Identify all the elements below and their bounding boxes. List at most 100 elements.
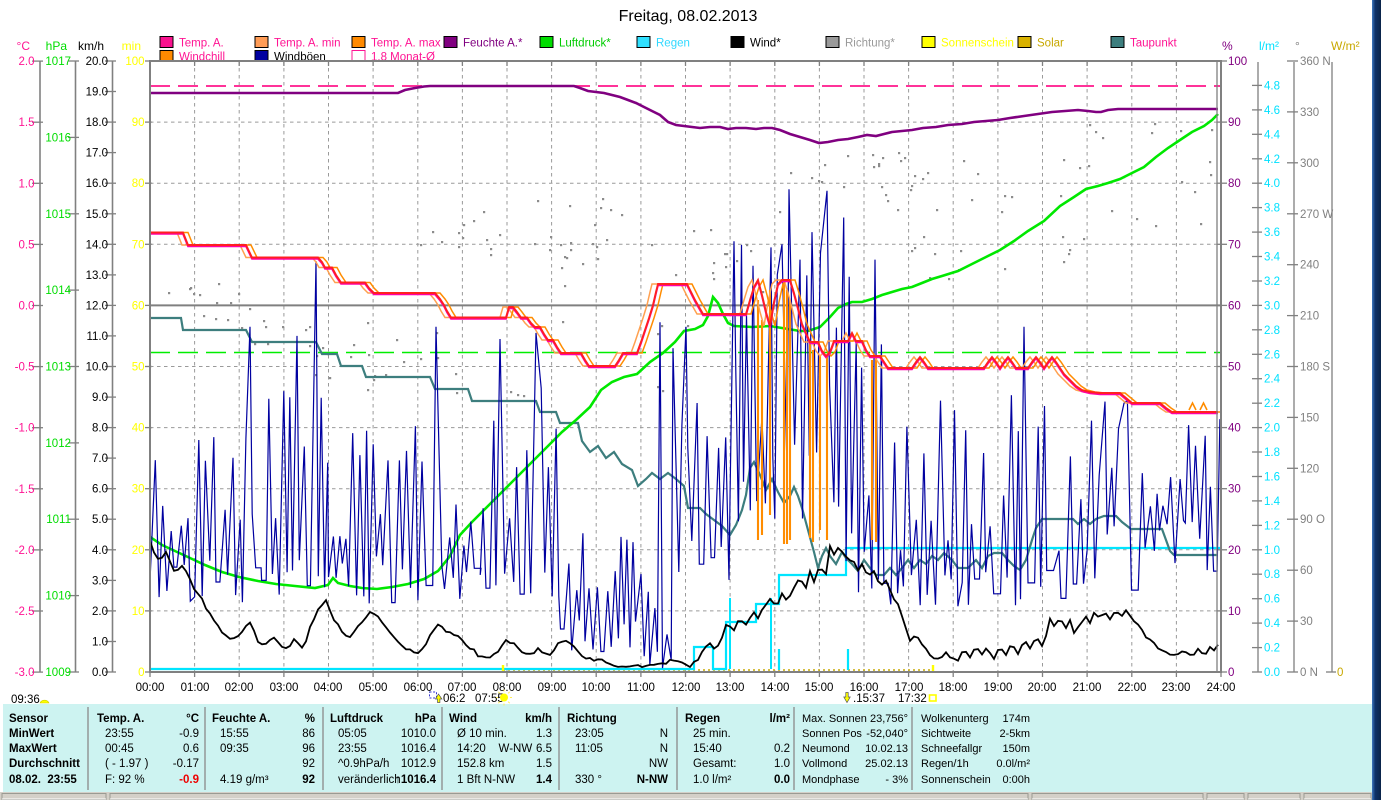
svg-text:20: 20 — [132, 545, 145, 557]
svg-text:0.5: 0.5 — [19, 239, 35, 251]
svg-text:40: 40 — [132, 423, 145, 435]
svg-text:05:05: 05:05 — [338, 728, 367, 740]
svg-text:Wolkenunterg: Wolkenunterg — [921, 713, 989, 725]
svg-text:50: 50 — [1228, 362, 1241, 374]
svg-text:Sonnenschein: Sonnenschein — [941, 38, 1014, 50]
svg-text:l/m²: l/m² — [1259, 39, 1279, 53]
svg-text:1.4: 1.4 — [1264, 496, 1281, 508]
svg-text:90 O: 90 O — [1300, 514, 1325, 526]
svg-text:Schneefallgr: Schneefallgr — [921, 743, 982, 755]
svg-text:1016.4: 1016.4 — [401, 743, 437, 755]
svg-text:1.0: 1.0 — [19, 178, 35, 190]
svg-text:4.6: 4.6 — [1264, 105, 1280, 117]
svg-text:3.2: 3.2 — [1264, 276, 1280, 288]
svg-text:150m: 150m — [1002, 743, 1030, 755]
svg-text:92: 92 — [302, 774, 315, 786]
svg-text:0.0: 0.0 — [92, 667, 108, 679]
svg-text:4.19 g/m³: 4.19 g/m³ — [220, 774, 269, 786]
svg-text:N: N — [660, 743, 668, 755]
svg-text:0:00h: 0:00h — [1002, 774, 1030, 786]
svg-text:km/h: km/h — [78, 39, 104, 53]
svg-text:09:00: 09:00 — [538, 682, 567, 694]
svg-text:13.0: 13.0 — [86, 270, 108, 282]
svg-text:Neumond: Neumond — [802, 743, 850, 755]
svg-text:1.2: 1.2 — [1264, 520, 1280, 532]
svg-text:96: 96 — [302, 743, 315, 755]
svg-text:22:00: 22:00 — [1118, 682, 1147, 694]
svg-text:0.4: 0.4 — [1264, 618, 1281, 630]
svg-text:- 3%: - 3% — [885, 774, 908, 786]
svg-text:8.0: 8.0 — [92, 423, 108, 435]
svg-text:04:00: 04:00 — [314, 682, 343, 694]
svg-text:80: 80 — [1228, 178, 1241, 190]
svg-text:14.0: 14.0 — [86, 239, 108, 251]
svg-text:3.0: 3.0 — [92, 575, 108, 587]
svg-text:50: 50 — [132, 362, 145, 374]
svg-text:Sichtweite: Sichtweite — [921, 728, 971, 740]
svg-text:Richtung*: Richtung* — [845, 38, 895, 50]
svg-text:1 Bft N-NW: 1 Bft N-NW — [457, 774, 515, 786]
svg-text:210: 210 — [1300, 311, 1319, 323]
svg-text:0: 0 — [1337, 667, 1343, 679]
svg-text:12:00: 12:00 — [672, 682, 701, 694]
svg-text:23:05: 23:05 — [575, 728, 604, 740]
svg-text:23,756°: 23,756° — [870, 713, 908, 725]
svg-text:60: 60 — [1228, 300, 1241, 312]
svg-text:Temp. A. max: Temp. A. max — [371, 38, 441, 50]
svg-text:03:00: 03:00 — [270, 682, 299, 694]
svg-text:^0.9hPa/h: ^0.9hPa/h — [338, 758, 389, 770]
svg-text:15:00: 15:00 — [805, 682, 834, 694]
svg-text:10:00: 10:00 — [582, 682, 611, 694]
svg-text:Temp. A. min: Temp. A. min — [274, 38, 340, 50]
svg-text:-0.9: -0.9 — [179, 728, 199, 740]
svg-text:15:40: 15:40 — [693, 743, 722, 755]
svg-text:13:00: 13:00 — [716, 682, 745, 694]
svg-text:2.6: 2.6 — [1264, 349, 1280, 361]
svg-text:Solar: Solar — [1037, 38, 1064, 50]
svg-text:hPa: hPa — [46, 39, 68, 53]
svg-text:15.0: 15.0 — [86, 209, 108, 221]
svg-text:veränderlich: veränderlich — [338, 774, 401, 786]
svg-text:92: 92 — [302, 758, 315, 770]
svg-text:70: 70 — [132, 239, 145, 251]
svg-text:Regen/1h: Regen/1h — [921, 758, 969, 770]
svg-text:4.4: 4.4 — [1264, 129, 1281, 141]
svg-text:2.4: 2.4 — [1264, 374, 1281, 386]
svg-text:90: 90 — [1228, 117, 1241, 129]
svg-text:Feuchte A.: Feuchte A. — [212, 713, 270, 725]
svg-text:150: 150 — [1300, 412, 1319, 424]
svg-text:1010: 1010 — [45, 591, 71, 603]
svg-text:0 N: 0 N — [1300, 667, 1318, 679]
svg-text:4.0: 4.0 — [92, 545, 108, 557]
svg-text:-0.5: -0.5 — [15, 362, 35, 374]
svg-text:Regen: Regen — [656, 38, 690, 50]
svg-text:360 N: 360 N — [1300, 56, 1331, 68]
svg-text:-2.5: -2.5 — [15, 606, 35, 618]
svg-text:Richtung: Richtung — [567, 713, 617, 725]
svg-text:1.4: 1.4 — [536, 774, 553, 786]
svg-text:20:00: 20:00 — [1028, 682, 1057, 694]
svg-text:1.0 l/m²: 1.0 l/m² — [693, 774, 732, 786]
svg-text:08:00: 08:00 — [493, 682, 522, 694]
svg-text:-1.5: -1.5 — [15, 484, 35, 496]
svg-text:1014: 1014 — [45, 285, 71, 297]
svg-text:4.2: 4.2 — [1264, 154, 1280, 166]
svg-text:W/m²: W/m² — [1331, 39, 1360, 53]
svg-text:0.6: 0.6 — [183, 743, 199, 755]
svg-text:40: 40 — [1228, 423, 1241, 435]
svg-text:Wind*: Wind* — [750, 38, 781, 50]
svg-text:12.0: 12.0 — [86, 300, 108, 312]
svg-text:1.0: 1.0 — [774, 758, 790, 770]
svg-text:60: 60 — [132, 300, 145, 312]
svg-text:°C: °C — [186, 713, 199, 725]
svg-text:Ø 10 min.: Ø 10 min. — [457, 728, 507, 740]
svg-text:.15:37: .15:37 — [853, 693, 885, 705]
svg-text:1.5: 1.5 — [19, 117, 35, 129]
svg-text:3.0: 3.0 — [1264, 300, 1280, 312]
svg-text:07:55: 07:55 — [475, 693, 504, 705]
svg-text:4.0: 4.0 — [1264, 178, 1280, 190]
svg-text:30: 30 — [1228, 484, 1241, 496]
svg-text:10.0: 10.0 — [86, 362, 108, 374]
svg-text:330 °: 330 ° — [575, 774, 602, 786]
svg-text:0.0: 0.0 — [19, 301, 35, 313]
